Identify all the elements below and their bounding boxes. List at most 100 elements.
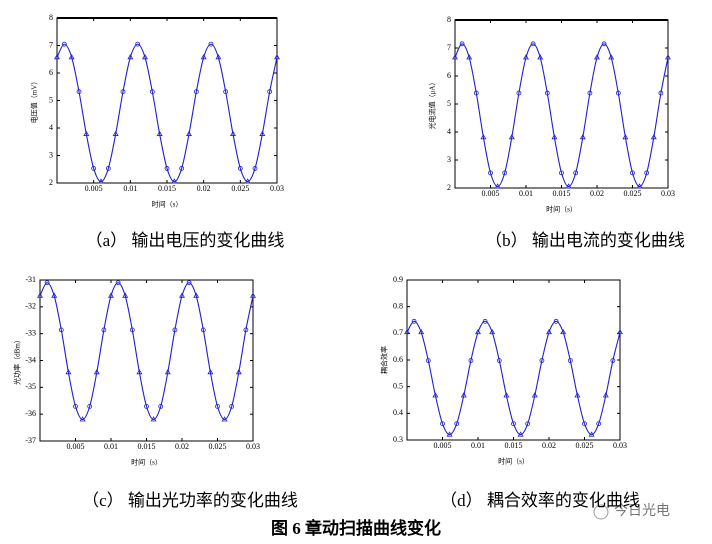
x-tick-label: 0.005 — [67, 442, 85, 451]
marker — [108, 292, 114, 298]
marker — [179, 166, 185, 171]
marker — [252, 166, 258, 171]
marker — [573, 170, 579, 176]
x-tick-label: 0.005 — [85, 184, 103, 193]
marker — [665, 54, 671, 60]
marker — [127, 54, 134, 60]
marker — [594, 54, 600, 60]
x-tick-label: 0.015 — [158, 184, 176, 193]
x-tick-label: 0.03 — [613, 441, 627, 450]
y-tick-label: -35 — [25, 382, 36, 391]
marker — [523, 54, 529, 60]
data-line — [406, 320, 621, 436]
marker — [418, 328, 425, 335]
marker — [149, 89, 155, 95]
y-tick-label: 3 — [49, 150, 53, 159]
y-tick-label: 5 — [447, 99, 451, 108]
marker — [582, 421, 587, 427]
marker — [488, 170, 493, 176]
marker — [68, 54, 75, 60]
y-tick-label: 8 — [49, 13, 53, 22]
marker — [622, 134, 629, 140]
marker — [83, 130, 90, 136]
marker — [531, 392, 538, 398]
x-tick-label: 0.01 — [123, 184, 137, 193]
marker — [112, 130, 119, 136]
x-tick-label: 0.025 — [576, 441, 594, 450]
marker — [579, 134, 586, 140]
x-tick-label: 0.02 — [590, 189, 604, 198]
y-axis-label: 电压值（mV） — [30, 78, 39, 124]
marker — [44, 280, 50, 286]
x-axis-label: 时间（s） — [498, 457, 529, 466]
x-tick-label: 0.025 — [624, 189, 642, 198]
marker — [650, 134, 657, 140]
marker — [193, 292, 200, 298]
y-tick-label: 4 — [447, 127, 451, 136]
marker — [459, 41, 465, 47]
watermark: 今日光电 — [614, 503, 670, 519]
marker — [475, 328, 481, 335]
x-tick-label: 0.015 — [505, 441, 523, 450]
marker — [229, 403, 235, 409]
marker — [237, 166, 243, 171]
plot-frame — [454, 19, 669, 189]
marker — [244, 178, 251, 184]
x-tick-label: 0.01 — [471, 441, 485, 450]
marker — [636, 183, 643, 189]
y-tick-label: 3 — [447, 155, 451, 164]
x-axis-label: 时间（s） — [152, 200, 183, 209]
marker — [200, 327, 206, 333]
marker — [79, 416, 86, 422]
marker — [596, 421, 602, 427]
marker — [553, 318, 559, 324]
marker — [98, 178, 104, 184]
marker — [230, 130, 236, 136]
y-tick-label: -34 — [25, 355, 36, 364]
marker — [200, 54, 207, 60]
marker — [425, 358, 431, 363]
marker — [551, 134, 558, 140]
y-tick-label: 2 — [447, 183, 451, 192]
marker — [215, 54, 222, 60]
figure-caption: 图 6 章动扫描曲线变化 — [271, 518, 441, 538]
y-tick-label: 0.6 — [393, 355, 403, 364]
x-tick-label: 0.03 — [246, 442, 260, 451]
marker — [588, 431, 595, 437]
x-tick-label: 0.005 — [482, 189, 500, 198]
marker — [565, 183, 572, 189]
marker — [482, 318, 488, 324]
x-tick-label: 0.02 — [197, 184, 211, 193]
marker — [560, 328, 567, 335]
y-tick-label: -32 — [25, 302, 36, 311]
marker — [546, 328, 552, 335]
marker — [440, 421, 445, 427]
x-tick-label: 0.03 — [270, 184, 284, 193]
marker — [587, 90, 593, 96]
marker — [142, 54, 148, 60]
x-axis-label: 时间（s） — [131, 458, 162, 467]
y-tick-label: 0.7 — [393, 328, 403, 337]
marker — [65, 369, 72, 375]
marker — [480, 134, 487, 140]
data-line — [56, 43, 278, 183]
marker — [446, 431, 453, 437]
y-tick-label: 0.3 — [393, 435, 403, 444]
marker — [208, 41, 214, 47]
marker — [658, 90, 664, 96]
marker — [274, 54, 280, 60]
marker — [186, 280, 192, 286]
y-axis-label: 光功率（dBm） — [13, 336, 22, 385]
marker — [517, 431, 524, 437]
y-tick-label: 4 — [49, 123, 53, 132]
marker — [644, 170, 650, 176]
x-tick-label: 0.01 — [104, 442, 118, 451]
marker — [496, 358, 502, 363]
marker — [516, 90, 522, 96]
marker — [466, 54, 473, 60]
marker — [93, 369, 100, 375]
marker — [87, 403, 93, 409]
marker — [615, 90, 621, 96]
marker — [150, 416, 157, 422]
